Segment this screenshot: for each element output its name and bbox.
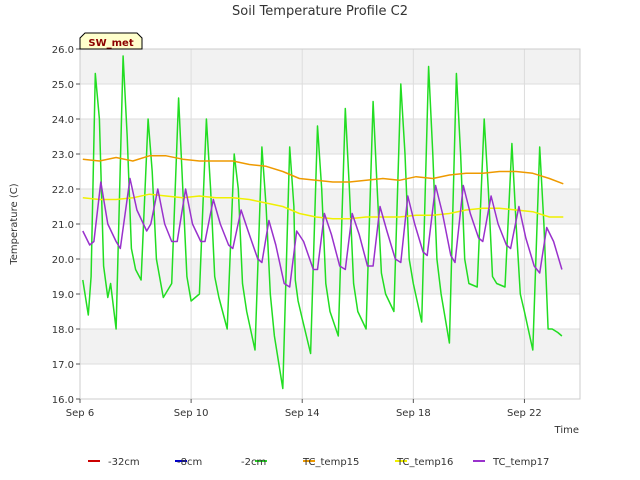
y-axis-label: Temperature (C)	[9, 183, 20, 265]
series-line-tctemp17	[82, 177, 563, 288]
series-line-tctemp15	[82, 155, 564, 185]
series-line-2cm	[82, 55, 563, 390]
y-tick-label: 26.0	[52, 45, 74, 56]
chart-title: Soil Temperature Profile C2	[232, 4, 408, 19]
plot-band	[80, 84, 580, 119]
x-tick-label: Sep 14	[285, 408, 320, 419]
y-tick-label: 25.0	[52, 80, 74, 91]
y-tick-label: 21.0	[52, 220, 74, 231]
x-tick-label: Sep 10	[174, 408, 209, 419]
legend-label: TC_temp15	[302, 457, 359, 468]
legend: -32cm -8cm -2cm TC_temp15 TC_temp16 TC_temp17	[88, 457, 549, 468]
legend-label: TC_temp16	[396, 457, 453, 468]
plot-band	[80, 49, 580, 84]
y-tick-label: 22.0	[52, 185, 74, 196]
plot-band	[80, 329, 580, 364]
legend-label: -2cm	[241, 457, 266, 468]
x-axis-label: Time	[554, 425, 579, 436]
x-axis-ticks: Sep 6 Sep 10 Sep 14 Sep 18 Sep 22	[66, 399, 542, 419]
x-tick-label: Sep 6	[66, 408, 94, 419]
legend-label: -8cm	[177, 457, 202, 468]
plot-band	[80, 119, 580, 154]
x-tick-label: Sep 18	[396, 408, 431, 419]
y-axis-ticks: 16.0 17.0 18.0 19.0 20.0 21.0 22.0 23.0 24.0 25.0…	[52, 45, 80, 406]
plot-band	[80, 364, 580, 399]
site-badge-label: SW_met	[88, 38, 133, 49]
plot-background	[80, 49, 580, 399]
series-lines	[82, 55, 564, 390]
y-tick-label: 19.0	[52, 290, 74, 301]
plot-band	[80, 259, 580, 294]
y-tick-label: 23.0	[52, 150, 74, 161]
y-tick-label: 20.0	[52, 255, 74, 266]
y-tick-label: 17.0	[52, 360, 74, 371]
legend-label: TC_temp17	[492, 457, 549, 468]
site-badge: SW_met	[79, 32, 143, 50]
y-tick-label: 18.0	[52, 325, 74, 336]
site-badge-shape	[79, 32, 143, 50]
legend-label: -32cm	[108, 457, 140, 468]
y-tick-label: 16.0	[52, 395, 74, 406]
y-tick-label: 24.0	[52, 115, 74, 126]
x-tick-label: Sep 22	[507, 408, 542, 419]
